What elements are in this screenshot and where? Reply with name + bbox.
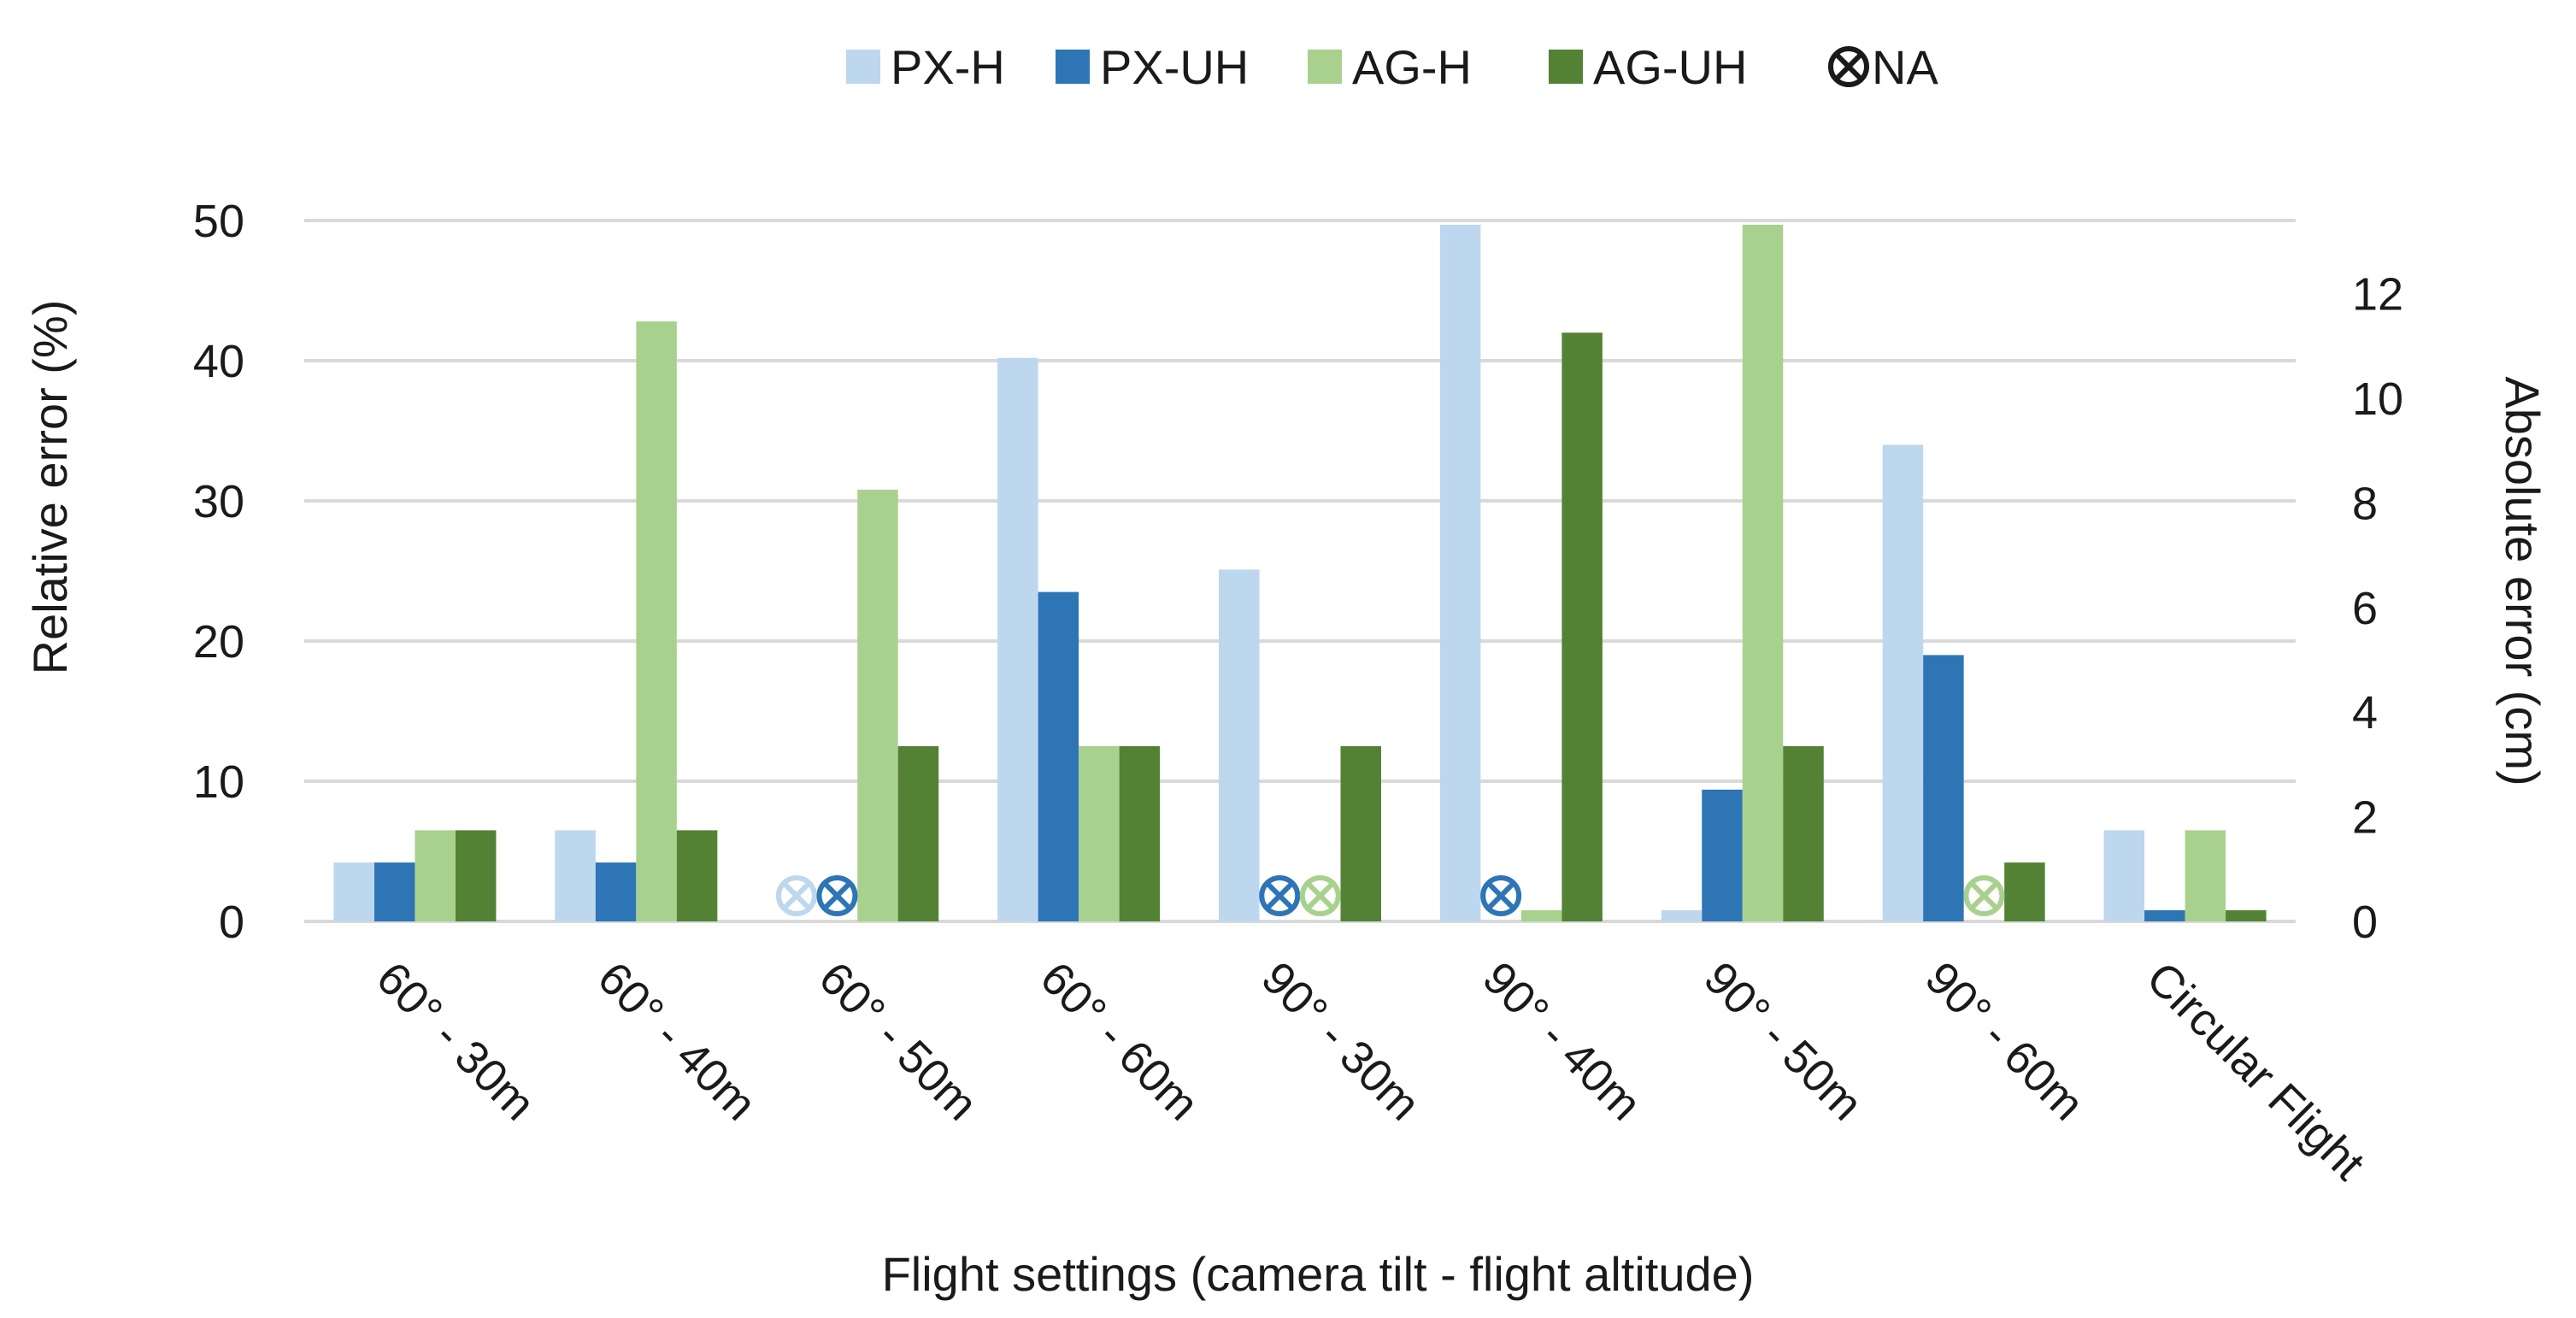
bar-px-uh-3 (1038, 591, 1079, 921)
y-tick-label: 40 (193, 336, 244, 387)
bar-ag-h-0 (415, 830, 456, 921)
legend-na-icon (1828, 46, 1869, 87)
x-axis-ticks: 60° - 30m 60° - 40m 60° - 50m 60° - 60m 90° … (367, 952, 2374, 1190)
legend-swatch-px-h (846, 50, 880, 84)
legend-label-px-uh: PX-UH (1100, 40, 1249, 94)
x-tick-label: 90° - 60m (1915, 952, 2093, 1130)
bar-ag-uh-5 (1561, 332, 1603, 921)
bar-px-h-4 (1219, 569, 1260, 921)
x-tick-label: 60° - 30m (367, 952, 544, 1130)
legend-label-ag-h: AG-H (1352, 40, 1472, 94)
x-axis-title: Flight settings (camera tilt - flight al… (882, 1247, 1755, 1301)
y-tick-label: 20 (193, 616, 244, 668)
bars-group (333, 224, 2267, 922)
y-tick-label: 50 (193, 196, 244, 247)
bar-px-uh-7 (1923, 655, 1964, 921)
gridlines (304, 219, 2296, 923)
y-tick-label: 10 (193, 756, 244, 808)
bar-px-h-5 (1439, 224, 1481, 921)
bar-ag-uh-8 (2226, 909, 2267, 921)
bar-ag-h-1 (636, 321, 677, 922)
x-tick-label: 60° - 50m (809, 952, 987, 1130)
y2-tick-label: 8 (2352, 478, 2378, 529)
x-tick-label: 90° - 30m (1252, 952, 1430, 1130)
bar-ag-h-6 (1742, 224, 1784, 921)
y-tick-label: 30 (193, 476, 244, 527)
bar-ag-uh-1 (676, 830, 718, 921)
bar-ag-uh-6 (1783, 746, 1824, 921)
bar-ag-uh-7 (2004, 862, 2045, 921)
na-marker-ag-h-4 (1299, 875, 1341, 916)
bar-ag-uh-3 (1119, 746, 1161, 921)
na-markers-group (775, 875, 2005, 916)
bar-ag-h-2 (857, 489, 898, 921)
y2-tick-label: 6 (2352, 583, 2378, 634)
bar-ag-h-3 (1079, 746, 1120, 921)
bar-px-h-0 (333, 862, 374, 921)
bar-px-uh-0 (373, 862, 415, 921)
bar-px-uh-8 (2144, 909, 2185, 921)
x-tick-label: 90° - 40m (1473, 952, 1650, 1130)
na-marker-px-h-2 (775, 875, 817, 916)
x-tick-label: Circular Flight (2137, 952, 2374, 1190)
y2-axis-ticks: 0 2 4 6 8 10 12 (2352, 269, 2403, 948)
y-axis-title: Relative error (%) (23, 300, 77, 675)
bar-px-uh-1 (595, 862, 637, 921)
legend-label-ag-uh: AG-UH (1593, 40, 1747, 94)
legend-label-na: NA (1872, 40, 1938, 94)
bar-ag-uh-2 (897, 746, 939, 921)
na-marker-px-uh-4 (1259, 875, 1301, 916)
na-marker-ag-h-7 (1963, 875, 2005, 916)
y2-tick-label: 4 (2352, 687, 2378, 738)
y-tick-label: 0 (219, 897, 244, 948)
y-axis-ticks: 0 10 20 30 40 50 (193, 196, 244, 948)
legend-swatch-ag-uh (1549, 50, 1583, 84)
bar-px-h-7 (1882, 444, 1924, 921)
legend: PX-H PX-UH AG-H AG-UH NA (846, 40, 1938, 94)
x-tick-label: 60° - 60m (1031, 952, 1209, 1130)
y2-tick-label: 12 (2352, 269, 2403, 321)
x-tick-label: 60° - 40m (588, 952, 766, 1130)
na-marker-px-uh-2 (816, 875, 858, 916)
y2-axis-title: Absolute error (cm) (2496, 376, 2550, 786)
y2-tick-label: 2 (2352, 792, 2378, 844)
bar-px-h-8 (2103, 830, 2145, 921)
legend-label-px-h: PX-H (891, 40, 1005, 94)
y2-tick-label: 0 (2352, 897, 2378, 948)
bar-px-h-1 (555, 830, 596, 921)
bar-ag-h-8 (2185, 830, 2226, 921)
na-marker-px-uh-5 (1480, 875, 1522, 916)
bar-ag-uh-4 (1340, 746, 1381, 921)
legend-swatch-px-uh (1056, 50, 1090, 84)
legend-swatch-ag-h (1308, 50, 1342, 84)
bar-ag-uh-0 (455, 830, 497, 921)
x-tick-label: 90° - 50m (1694, 952, 1872, 1130)
bar-ag-h-5 (1520, 909, 1562, 921)
y2-tick-label: 10 (2352, 374, 2403, 425)
bar-px-h-6 (1661, 909, 1703, 921)
bar-px-uh-6 (1702, 789, 1743, 921)
bar-px-h-3 (997, 357, 1038, 922)
